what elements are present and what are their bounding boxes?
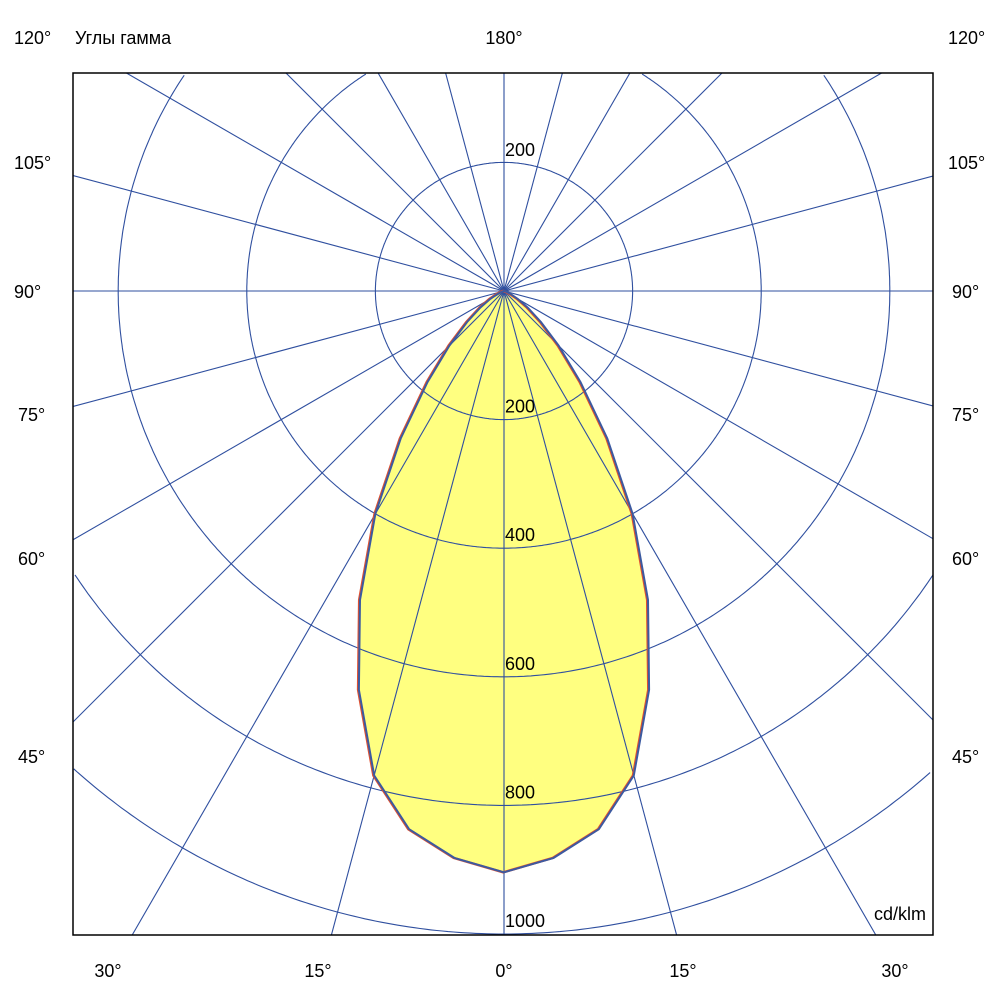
grid-circle: [73, 768, 931, 935]
grid-radial-line: [73, 290, 505, 723]
radial-tick-label: 200: [505, 397, 535, 417]
angle-label-right: 45°: [952, 747, 979, 767]
angle-label-bottom: 15°: [304, 961, 331, 981]
angle-label-top-left: 120°: [14, 28, 51, 48]
grid-radial-line: [73, 290, 505, 408]
angle-label-top-right: 120°: [948, 28, 985, 48]
top-radial-tick-label: 200: [505, 140, 535, 160]
radial-tick-label: 600: [505, 654, 535, 674]
grid-radial-line: [503, 73, 631, 292]
grid-radial-line: [285, 73, 505, 292]
angle-label-bottom: 15°: [669, 961, 696, 981]
intensity-outline: [357, 289, 651, 874]
grid-radial-line: [503, 73, 882, 292]
radial-tick-label: 1000: [505, 911, 545, 931]
angle-label-left: 60°: [18, 549, 45, 569]
angle-label-right: 60°: [952, 549, 979, 569]
angle-label-right: 75°: [952, 405, 979, 425]
grid-radial-line: [503, 73, 563, 292]
grid-radial-line: [503, 175, 933, 292]
grid-circle: [246, 73, 762, 549]
grid-radial-line: [503, 290, 933, 721]
grid-radial-line: [503, 290, 933, 540]
grid-radial-line: [503, 73, 723, 292]
angle-label-bottom: 30°: [881, 961, 908, 981]
angle-label-left: 45°: [18, 747, 45, 767]
angle-label-bottom: 0°: [495, 961, 512, 981]
angle-label-left: 90°: [14, 282, 41, 302]
unit-label: cd/klm: [874, 904, 926, 924]
grid-radial-line: [131, 290, 505, 935]
grid-radial-line: [73, 290, 505, 541]
radial-tick-label: 400: [505, 525, 535, 545]
angle-label-left: 75°: [18, 405, 45, 425]
angle-label-top: 180°: [485, 28, 522, 48]
grid-radial-line: [503, 290, 678, 935]
grid-circle: [117, 74, 891, 678]
angle-label-right: 105°: [948, 153, 985, 173]
plot-frame: [72, 72, 934, 936]
grid-radial-line: [126, 73, 505, 292]
angle-label-right: 90°: [952, 282, 979, 302]
angle-label-left: 105°: [14, 153, 51, 173]
radial-tick-label: 800: [505, 782, 535, 802]
grid-radial-line: [73, 174, 505, 292]
grid-radial-line: [377, 73, 505, 292]
grid-circle: [74, 574, 933, 806]
grid-radial-line: [503, 290, 933, 407]
angle-label-bottom: 30°: [94, 961, 121, 981]
intensity-curve-group: [356, 289, 651, 874]
grid-radial-line: [445, 73, 505, 292]
title: Углы гамма: [75, 28, 172, 48]
grid-radial-line: [330, 290, 505, 935]
grid-radial-line: [503, 290, 877, 935]
radial-tick-labels: 200 400 600 800 1000: [505, 397, 545, 931]
grid: [73, 73, 933, 935]
